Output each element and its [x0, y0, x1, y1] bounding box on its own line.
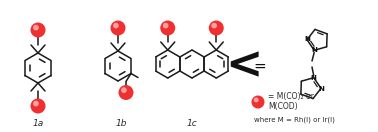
- Circle shape: [160, 20, 175, 36]
- Circle shape: [163, 23, 169, 29]
- Text: N: N: [311, 47, 317, 53]
- Circle shape: [31, 22, 45, 37]
- Circle shape: [118, 85, 133, 100]
- Circle shape: [211, 23, 217, 29]
- Text: 1a: 1a: [33, 119, 43, 128]
- Text: 1c: 1c: [187, 119, 197, 128]
- Text: N: N: [318, 86, 324, 92]
- Circle shape: [254, 97, 259, 102]
- Circle shape: [31, 98, 45, 114]
- Text: where M = Rh(I) or Ir(I): where M = Rh(I) or Ir(I): [254, 117, 335, 123]
- Circle shape: [209, 20, 224, 36]
- Text: = M(CO)₂ or: = M(CO)₂ or: [268, 93, 314, 102]
- Circle shape: [121, 87, 127, 93]
- Circle shape: [110, 20, 125, 36]
- Text: N: N: [304, 36, 310, 42]
- Text: =: =: [254, 58, 266, 74]
- Circle shape: [251, 95, 265, 109]
- Text: M(COD): M(COD): [268, 103, 297, 112]
- Circle shape: [33, 25, 39, 30]
- Text: 1b: 1b: [115, 119, 127, 128]
- Circle shape: [33, 101, 39, 106]
- Circle shape: [113, 23, 119, 29]
- Text: N: N: [311, 75, 317, 81]
- Text: <: <: [225, 44, 263, 88]
